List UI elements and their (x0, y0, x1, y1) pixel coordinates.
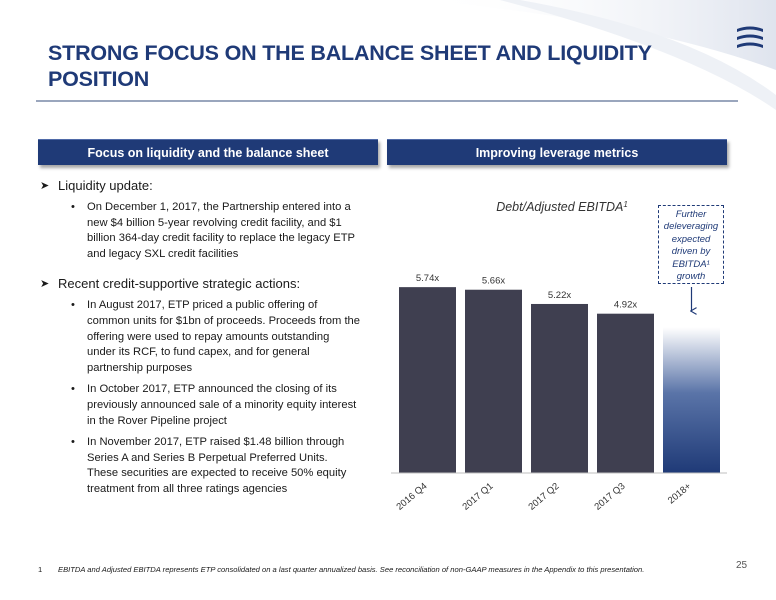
bar (531, 303, 588, 473)
x-tick-label: 2017 Q2 (526, 481, 561, 513)
data-label: 5.66x (482, 276, 505, 287)
deleveraging-callout: Further deleveraging expected driven by … (658, 205, 724, 284)
x-tick-label: 2016 Q4 (394, 481, 429, 513)
x-tick-label: 2018+ (666, 481, 694, 507)
x-tick-label: 2017 Q1 (460, 481, 495, 513)
list-item: • In November 2017, ETP raised $1.48 bil… (40, 435, 360, 497)
bullet-list: ➤ Liquidity update: • On December 1, 201… (40, 178, 360, 504)
list-item: • On December 1, 2017, the Partnership e… (40, 200, 360, 262)
callout-line: expected (671, 233, 711, 245)
list-item-text: In November 2017, ETP raised $1.48 billi… (87, 436, 347, 495)
footnote-number: 1 (38, 565, 43, 574)
data-label: 4.92x (614, 300, 637, 311)
bar (399, 287, 456, 473)
company-logo (737, 26, 763, 48)
page-title: STRONG FOCUS ON THE BALANCE SHEET AND LI… (48, 41, 652, 91)
left-panel-header: Focus on liquidity and the balance sheet (38, 139, 378, 165)
list-item: • In October 2017, ETP announced the clo… (40, 382, 360, 429)
bullet-dot-icon: • (71, 383, 75, 396)
bullet-dot-icon: • (71, 436, 75, 449)
right-panel-header: Improving leverage metrics (387, 139, 727, 165)
x-tick-label: 2017 Q3 (592, 481, 627, 513)
bar (597, 313, 654, 473)
list-item: • In August 2017, ETP priced a public of… (40, 298, 360, 376)
chart-title-superscript: 1 (623, 200, 627, 209)
bar (465, 289, 522, 473)
projected-bar (663, 327, 720, 473)
callout-line: growth (676, 271, 706, 283)
arrow-bullet-icon: ➤ (40, 180, 50, 192)
bullet-dot-icon: • (71, 201, 75, 213)
bullet-dot-icon: • (71, 299, 75, 312)
arrow-bullet-icon: ➤ (40, 278, 50, 291)
list-item-text: In August 2017, ETP priced a public offe… (87, 299, 360, 374)
section-heading-text: Recent credit-supportive strategic actio… (58, 276, 301, 292)
section-heading-liquidity: ➤ Liquidity update: (40, 178, 360, 194)
list-item-text: On December 1, 2017, the Partnership ent… (87, 201, 355, 260)
section-heading-strategic-actions: ➤ Recent credit-supportive strategic act… (40, 276, 360, 292)
data-label: 5.74x (416, 273, 439, 284)
title-divider (36, 100, 738, 102)
chart-title: Debt/Adjusted EBITDA1 (496, 200, 628, 214)
list-item-text: In October 2017, ETP announced the closi… (87, 383, 357, 427)
page-number: 25 (736, 560, 748, 571)
footnote-text: EBITDA and Adjusted EBITDA represents ET… (58, 565, 645, 574)
data-label: 5.22x (548, 290, 571, 301)
leverage-bar-chart: Debt/Adjusted EBITDA1 5.74x 2016 Q4 5.66x 20… (391, 200, 727, 513)
callout-line: deleveraging (663, 221, 719, 233)
section-heading-text: Liquidity update: (58, 178, 153, 193)
callout-line: driven by (671, 246, 711, 258)
callout-line: Further (675, 209, 707, 220)
callout-line: EBITDA¹ (672, 258, 710, 270)
